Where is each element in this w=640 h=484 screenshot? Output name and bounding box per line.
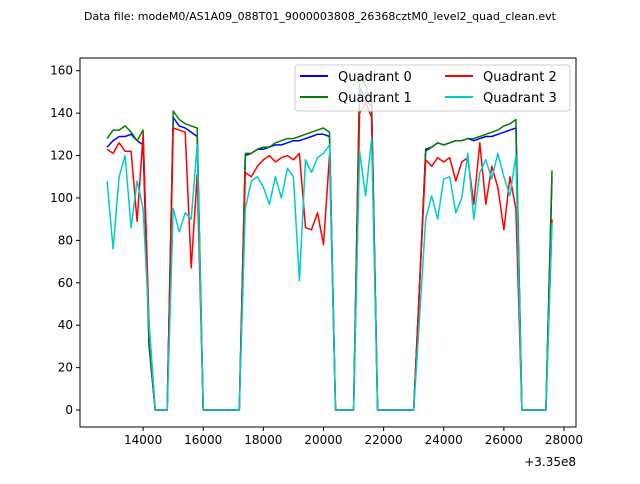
legend-label-quadrant-2: Quadrant 2 [483,70,557,85]
x-tick-label: 16000 [184,433,222,447]
series-line-quadrant-1 [106,74,553,411]
legend-box [294,64,571,112]
x-tick-label: 14000 [124,433,162,447]
x-tick-label: 18000 [244,433,282,447]
legend: Quadrant 0 Quadrant 1 Quadrant 2 Quadrant 3 [294,64,571,112]
series-line-quadrant-3 [106,137,553,411]
y-tick-label: 160 [50,64,73,78]
y-tick-label: 40 [58,318,73,332]
axes-frame [79,57,577,428]
x-tick-label: 24000 [425,433,463,447]
chart-title: Data file: modeM0/AS1A09_088T01_90000038… [84,10,557,23]
y-tick-label: 120 [50,149,73,163]
legend-label-quadrant-0: Quadrant 0 [338,70,412,85]
x-tick-label: 28000 [545,433,583,447]
legend-label-quadrant-3: Quadrant 3 [483,91,557,106]
y-tick-label: 60 [58,276,73,290]
y-tick-label: 0 [65,403,73,417]
plot-area [106,74,553,411]
x-tick-label: 20000 [304,433,342,447]
legend-label-quadrant-1: Quadrant 1 [338,91,412,106]
x-tick-label: 26000 [485,433,523,447]
y-tick-label: 140 [50,106,73,120]
y-tick-label: 100 [50,191,73,205]
y-tick-label: 20 [58,361,73,375]
y-axis: 0 20 40 60 80 100 120 140 160 [50,64,80,417]
y-tick-label: 80 [58,233,73,247]
x-tick-label: 22000 [365,433,403,447]
x-offset-label: +3.35e8 [524,455,576,469]
x-axis: 14000 16000 18000 20000 22000 24000 26000 28000 [124,427,583,447]
